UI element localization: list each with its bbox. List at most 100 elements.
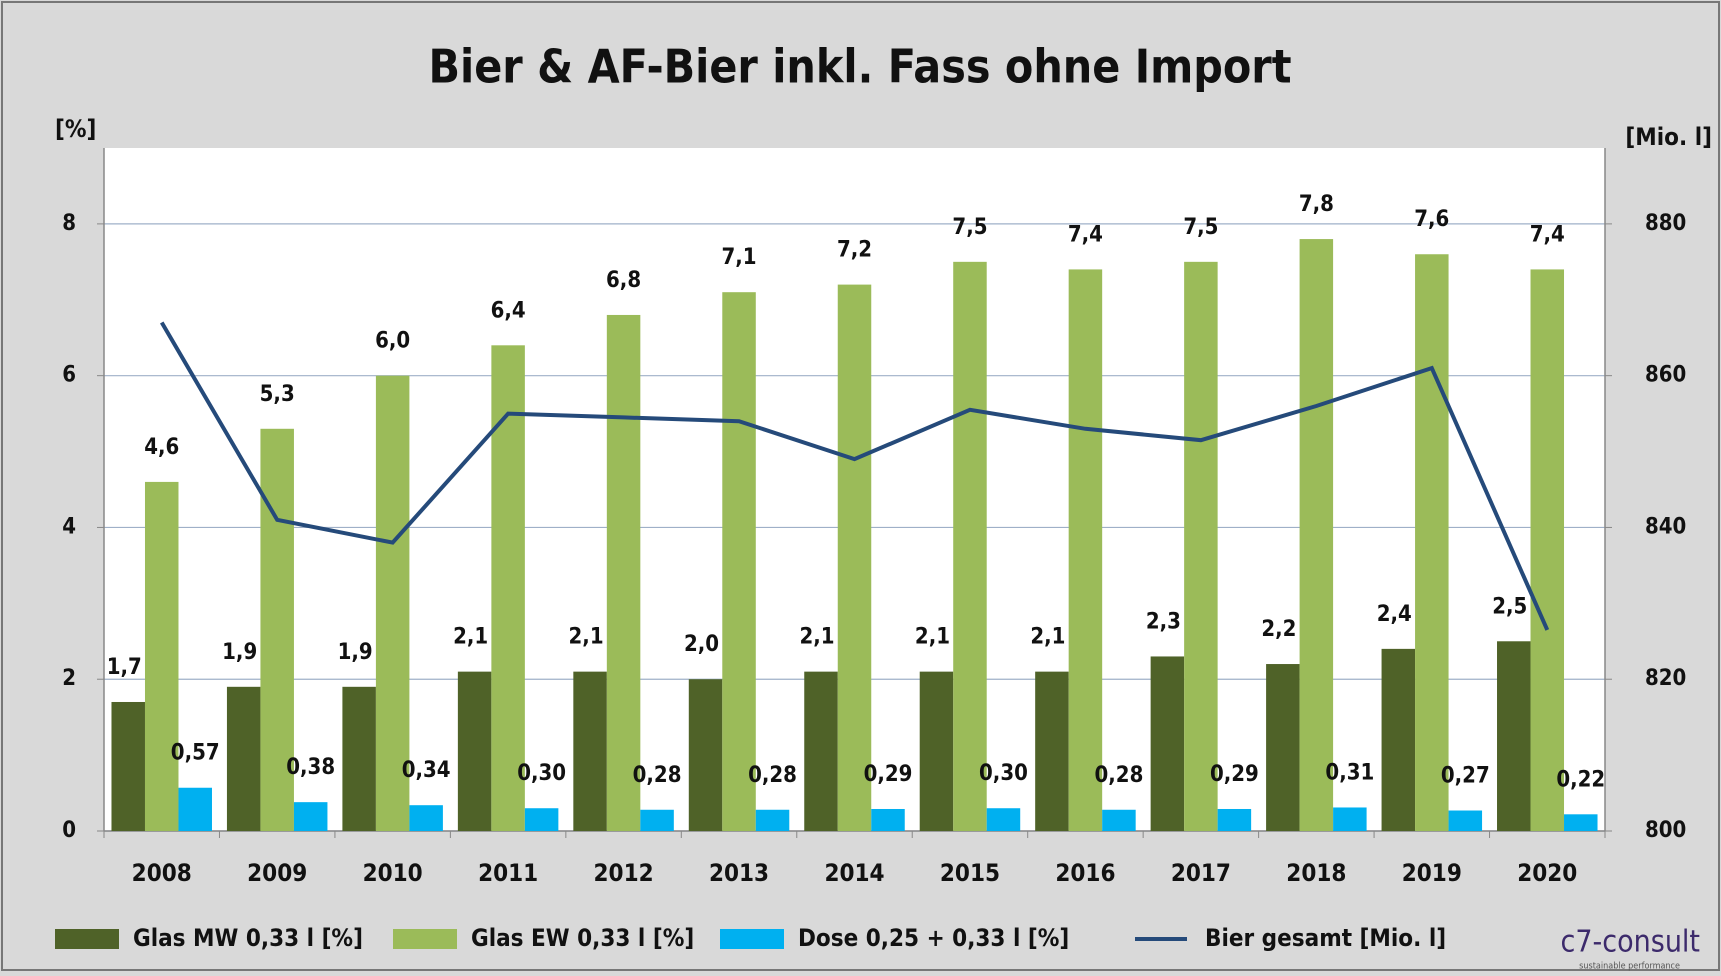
legend-label: Bier gesamt [Mio. l] (1205, 924, 1446, 952)
legend-label: Glas MW 0,33 l [%] (133, 924, 363, 952)
data-label: 0,29 (1210, 762, 1259, 787)
data-label: 0,30 (517, 761, 566, 786)
bar (1415, 254, 1449, 831)
bar (606, 314, 641, 831)
data-label: 7,4 (1530, 222, 1565, 247)
x-tick-label: 2019 (1402, 859, 1462, 887)
bar (524, 808, 559, 831)
data-label: 2,0 (684, 632, 719, 657)
bar (688, 679, 723, 831)
bar (837, 284, 872, 832)
bar (293, 802, 328, 831)
x-tick-label: 2018 (1286, 859, 1346, 887)
data-label: 0,28 (1095, 763, 1144, 788)
data-label: 4,6 (144, 435, 179, 460)
data-label: 7,6 (1414, 207, 1449, 232)
bar (1150, 656, 1185, 831)
x-tick-label: 2013 (709, 859, 769, 887)
data-label: 7,1 (722, 245, 757, 270)
y2-axis-label: [Mio. l] (1625, 123, 1712, 151)
x-tick-label: 2017 (1171, 859, 1231, 887)
data-label: 2,5 (1492, 594, 1527, 619)
legend-swatch (720, 929, 784, 949)
data-label: 0,31 (1325, 760, 1374, 785)
data-label: 1,9 (222, 640, 257, 665)
y2-tick-label: 840 (1645, 514, 1686, 539)
data-label: 2,1 (569, 625, 604, 650)
y2-tick-label: 820 (1645, 666, 1686, 691)
bar (919, 671, 954, 831)
legend-swatch (55, 929, 119, 949)
data-label: 2,1 (453, 625, 488, 650)
bar (871, 808, 905, 831)
x-tick-label: 2008 (132, 859, 192, 887)
bar (722, 292, 756, 831)
legend-label: Glas EW 0,33 l [%] (471, 924, 694, 952)
data-label: 2,1 (1030, 625, 1065, 650)
line (160, 321, 1550, 631)
data-label: 2,2 (1261, 617, 1296, 642)
bar (1333, 807, 1367, 831)
bar (1530, 269, 1565, 831)
bar (144, 481, 179, 831)
bar (573, 671, 607, 831)
data-label: 6,0 (375, 329, 410, 354)
bar (953, 261, 987, 831)
data-label: 0,27 (1441, 764, 1490, 789)
bar (342, 686, 376, 831)
y-tick-label: 6 (62, 363, 76, 388)
bar (111, 701, 145, 831)
x-tick-label: 2015 (940, 859, 1000, 887)
chart-title: Bier & AF-Bier inkl. Fass ohne Import (428, 40, 1291, 94)
y-tick-label: 2 (62, 666, 76, 691)
data-label: 5,3 (260, 382, 295, 407)
data-label: 0,28 (633, 763, 682, 788)
x-tick-label: 2009 (247, 859, 307, 887)
data-label: 7,4 (1068, 222, 1103, 247)
y-tick-label: 8 (62, 211, 76, 236)
x-tick-label: 2010 (363, 859, 423, 887)
bar (1497, 641, 1531, 831)
bar (1266, 664, 1300, 831)
y2-tick-label: 880 (1645, 211, 1686, 236)
data-label: 2,3 (1146, 609, 1181, 634)
y2-tick-label: 800 (1645, 818, 1686, 843)
x-tick-label: 2016 (1055, 859, 1115, 887)
legend-swatch (393, 929, 457, 949)
bar (1217, 808, 1252, 831)
bar (1068, 269, 1103, 831)
bar (409, 805, 443, 831)
data-label: 2,1 (799, 625, 834, 650)
data-label: 0,30 (979, 761, 1028, 786)
data-label: 1,9 (338, 640, 373, 665)
bar (755, 809, 790, 831)
data-label: 0,22 (1556, 767, 1605, 792)
bar (986, 808, 1021, 831)
data-label: 7,8 (1299, 192, 1334, 217)
data-label: 0,57 (171, 741, 220, 766)
y-tick-label: 4 (62, 514, 76, 539)
y2-tick-label: 860 (1645, 363, 1686, 388)
logo: c7-consult (1561, 925, 1700, 960)
bar (1184, 261, 1218, 831)
bar (1299, 239, 1334, 832)
x-tick-label: 2012 (594, 859, 654, 887)
bar (226, 686, 261, 831)
data-label: 2,1 (915, 625, 950, 650)
data-label: 0,29 (864, 762, 913, 787)
bar (375, 375, 410, 831)
data-label: 1,7 (107, 655, 142, 680)
bar (1448, 810, 1483, 831)
legend-label: Dose 0,25 + 0,33 l [%] (798, 924, 1069, 952)
bar (1035, 671, 1069, 831)
bar (804, 671, 838, 831)
data-label: 6,8 (606, 268, 641, 293)
bar (457, 671, 492, 831)
bar (260, 428, 294, 831)
bar (1381, 648, 1416, 831)
x-tick-label: 2011 (478, 859, 538, 887)
x-tick-label: 2020 (1517, 859, 1577, 887)
bar (1564, 814, 1598, 831)
